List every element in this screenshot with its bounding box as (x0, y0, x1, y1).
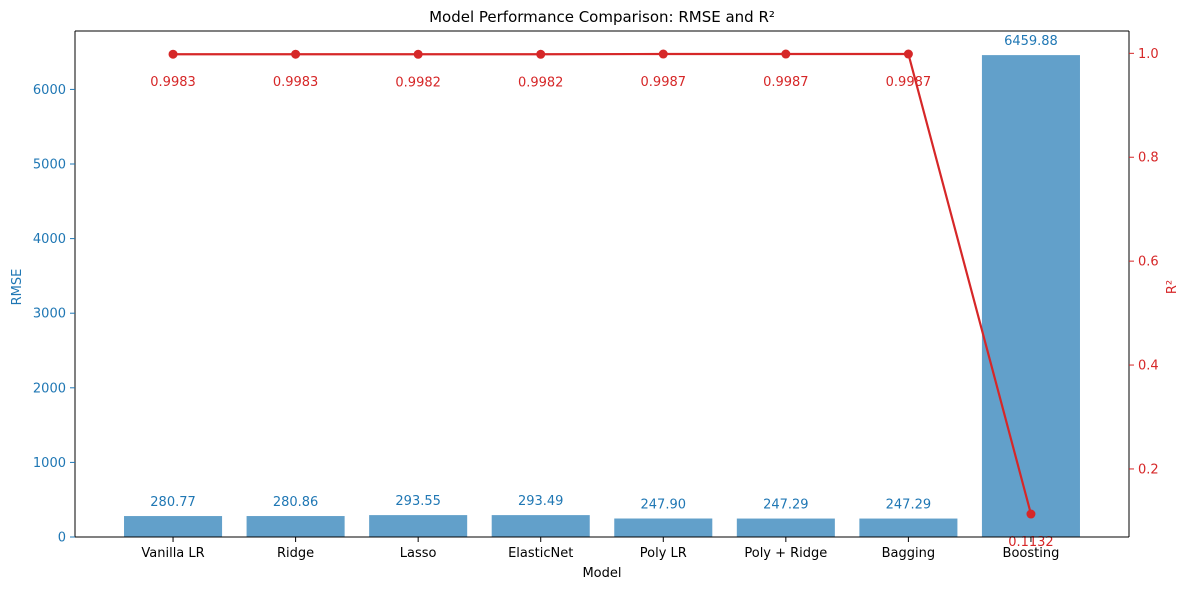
r2-point-label: 0.1132 (1008, 535, 1054, 550)
y-tick-label: 6000 (33, 83, 66, 98)
rmse-bar-label: 293.55 (395, 494, 441, 509)
rmse-bar (859, 518, 958, 537)
y-tick-label: 0 (58, 531, 66, 546)
x-tick-label: Poly LR (640, 546, 687, 561)
x-axis-label: Model (582, 566, 621, 581)
y-axis-label: RMSE (10, 269, 25, 306)
y2-tick-label: 0.2 (1138, 462, 1159, 477)
line-layer (168, 49, 1036, 519)
y-tick-label: 2000 (33, 381, 66, 396)
rmse-bar (246, 516, 345, 537)
x-tick-label: Lasso (400, 546, 437, 561)
y2-tick-label: 0.4 (1138, 359, 1159, 374)
y2-tick-label: 0.8 (1138, 151, 1159, 166)
x-tick-label: ElasticNet (508, 546, 573, 561)
r2-point-label: 0.9982 (518, 75, 564, 90)
r2-point-label: 0.9983 (273, 75, 319, 90)
y2-tick-label: 1.0 (1138, 47, 1159, 62)
rmse-bar (491, 515, 590, 537)
r2-point (168, 49, 178, 59)
rmse-bar-label: 293.49 (518, 494, 564, 509)
y-tick-label: 5000 (33, 158, 66, 173)
r2-point (536, 49, 546, 59)
r2-point-label: 0.9987 (886, 75, 932, 90)
labels-layer: 280.77 280.86 293.55 293.49 247.90 247.29 247.… (150, 34, 1058, 550)
chart-title: Model Performance Comparison: RMSE and R… (429, 8, 775, 26)
rmse-bar (614, 518, 713, 537)
x-tick-label: Bagging (882, 546, 936, 561)
rmse-bar-label: 247.90 (641, 498, 687, 513)
r2-point (413, 49, 423, 59)
r2-point (291, 49, 301, 59)
r2-series-line (173, 52, 1033, 515)
r2-point-label: 0.9987 (763, 75, 809, 90)
r2-point (658, 49, 668, 59)
bars-layer (124, 55, 1080, 538)
r2-point (781, 49, 791, 59)
r2-point-label: 0.9987 (641, 75, 687, 90)
axes-layer: 0 1000 2000 3000 4000 5000 6000 0.2 0.4 0.6 0.8 1.0… (33, 30, 1159, 561)
x-tick-label: Poly + Ridge (744, 546, 827, 561)
y-tick-label: 4000 (33, 232, 66, 247)
rmse-bar-label: 247.29 (886, 498, 932, 513)
r2-point (1026, 509, 1036, 519)
r2-point-label: 0.9983 (150, 75, 196, 90)
rmse-bar (124, 516, 223, 537)
y2-tick-label: 0.6 (1138, 255, 1159, 270)
y2-axis-label: R² (1165, 280, 1180, 294)
rmse-bar-label: 280.86 (273, 495, 319, 510)
rmse-bar-label: 6459.88 (1004, 34, 1058, 49)
rmse-bar (369, 515, 468, 537)
y-tick-label: 3000 (33, 307, 66, 322)
rmse-bar-label: 280.77 (150, 495, 196, 510)
rmse-bar (736, 518, 835, 537)
rmse-bar-label: 247.29 (763, 498, 809, 513)
y-tick-label: 1000 (33, 456, 66, 471)
r2-point (903, 49, 913, 59)
r2-point-label: 0.9982 (395, 75, 441, 90)
x-tick-label: Ridge (277, 546, 314, 561)
rmse-bar (981, 55, 1080, 538)
x-tick-label: Boosting (1003, 546, 1060, 561)
x-tick-label: Vanilla LR (141, 546, 204, 561)
